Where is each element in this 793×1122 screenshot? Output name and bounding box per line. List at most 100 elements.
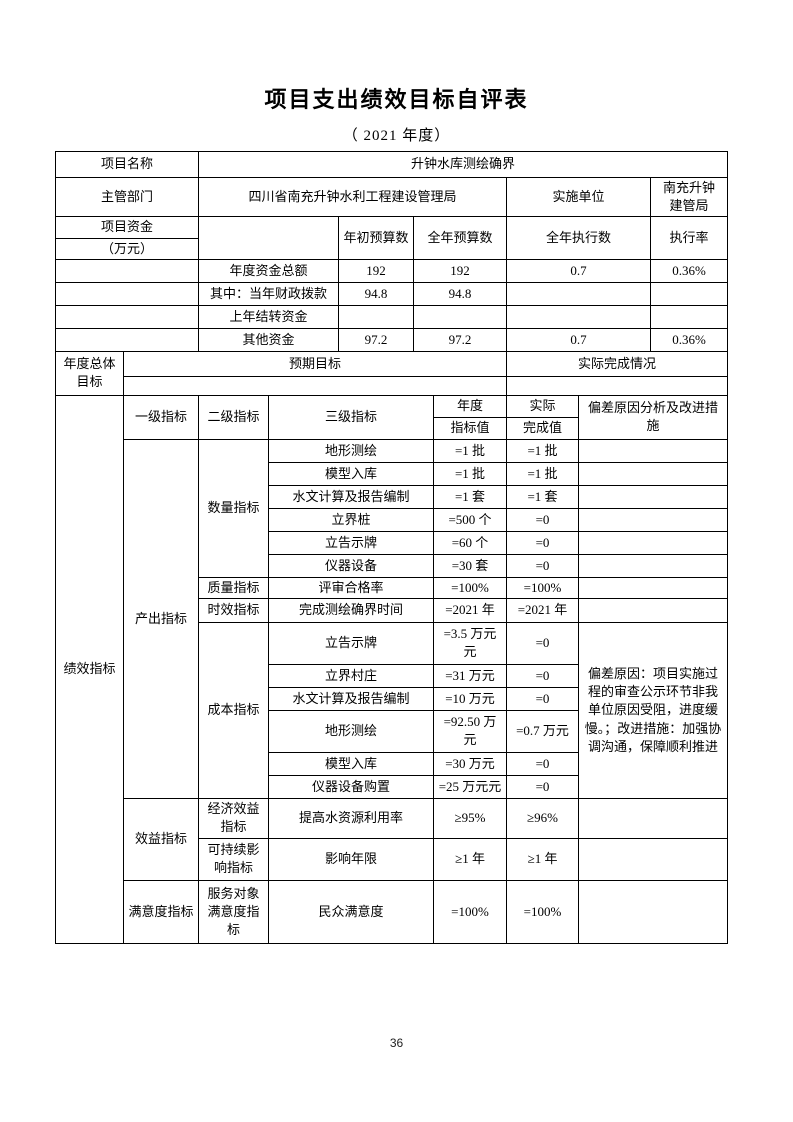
deviation-cell <box>578 507 729 532</box>
indicator-name: 地形测绘 <box>268 438 435 463</box>
indicator-name: 仪器设备购置 <box>268 774 435 799</box>
indicator-actual: =0 <box>506 621 580 665</box>
self-evaluation-table: 项目名称 升钟水库测绘确界 主管部门 四川省南充升钟水利工程建设管理局 实施单位… <box>54 151 729 944</box>
col-actual-header-line2: 完成值 <box>506 416 580 440</box>
page-subtitle: （ 2021 年度） <box>342 128 451 144</box>
indicator-actual: =0 <box>506 663 580 688</box>
col-actual-header-line1: 实际 <box>506 394 580 418</box>
indicator-target: ≥95% <box>433 797 508 839</box>
indicator-target: =1 套 <box>433 484 508 509</box>
page-number: 36 <box>389 1036 404 1050</box>
indicator-row: 产出指标 数量指标 地形测绘 =1 批 =1 批 <box>56 438 729 799</box>
page-title: 项目支出绩效目标自评表 <box>264 87 529 112</box>
col-target-header-line1: 年度 <box>433 394 508 418</box>
funding-executed: 0.7 <box>506 258 652 283</box>
indicator-target: =60 个 <box>433 530 508 555</box>
indicator-name: 立界桩 <box>268 507 435 532</box>
group-service-label: 服务对象满意度指标 <box>198 879 270 944</box>
funding-label-line2: （万元） <box>54 237 200 260</box>
funding-row-label: 年度资金总额 <box>198 258 340 283</box>
funding-executed <box>506 281 652 306</box>
deviation-cell <box>578 597 729 623</box>
indicator-row: 时效指标 完成测绘确界时间 =2021 年 =2021 年 <box>56 597 729 623</box>
indicator-row: 效益指标 经济效益指标 提高水资源利用率 ≥95% ≥96% <box>56 797 729 881</box>
indicator-actual: =100% <box>506 879 580 944</box>
indicator-actual: =0 <box>506 751 580 776</box>
indicator-row: 质量指标 评审合格率 =100% =100% <box>56 576 729 599</box>
indicator-row: 地形测绘 =92.50 万元 =0.7 万元 <box>56 709 728 753</box>
col-level2-header: 二级指标 <box>198 394 270 440</box>
indicator-target: =100% <box>433 576 508 599</box>
indicator-row: 仪器设备购置 =25 万元元 =0 <box>56 774 728 799</box>
group-benefit-label: 效益指标 <box>122 797 200 881</box>
col-target-header-line2: 指标值 <box>433 416 508 440</box>
col-level3-header: 三级指标 <box>268 394 435 440</box>
funding-annual: 94.8 <box>413 281 508 306</box>
indicator-target: =1 批 <box>433 461 508 486</box>
funding-rate: 0.36% <box>650 258 729 283</box>
deviation-cell <box>578 553 729 578</box>
funding-left-spacer <box>54 304 200 329</box>
group-economic-label: 经济效益指标 <box>198 797 270 839</box>
funding-col-annual-executed: 全年执行数 <box>506 216 652 260</box>
col-level1-header: 一级指标 <box>122 394 200 440</box>
indicator-name: 模型入库 <box>268 461 435 486</box>
deviation-cell <box>578 879 729 944</box>
row-funding-total: 年度资金总额 192 192 0.7 0.36% <box>54 258 729 283</box>
group-quantity-label: 数量指标 <box>198 438 270 578</box>
group-sustainable-label: 可持续影响指标 <box>198 837 270 881</box>
indicator-row: 模型入库 =30 万元 =0 <box>56 751 728 776</box>
indicator-row: 成本指标 立告示牌 =3.5 万元元 =0 偏差原因：项目实施过程的审查公示环节… <box>56 621 729 799</box>
indicator-actual: =100% <box>506 576 580 599</box>
deviation-cell <box>578 484 729 509</box>
indicator-row: 满意度指标 服务对象满意度指标 民众满意度 =100% =100% <box>56 879 729 944</box>
indicator-target: =3.5 万元元 <box>433 621 508 665</box>
indicator-actual: =0 <box>506 553 580 578</box>
funding-row-label: 其中：当年财政拨款 <box>198 281 340 306</box>
deviation-cell <box>578 438 729 463</box>
funding-initial: 97.2 <box>338 327 415 352</box>
indicator-target: =10 万元 <box>433 686 508 711</box>
indicator-row: 立界桩 =500 个 =0 <box>56 507 729 532</box>
funding-col-initial-budget: 年初预算数 <box>338 216 415 260</box>
group-cost-label: 成本指标 <box>198 621 270 799</box>
indicator-name: 立界村庄 <box>268 663 435 688</box>
indicator-name: 影响年限 <box>268 837 435 881</box>
funding-left-spacer <box>54 258 200 283</box>
funding-left-spacer <box>54 327 200 352</box>
indicator-target: ≥1 年 <box>433 837 508 881</box>
indicator-row: 模型入库 =1 批 =1 批 <box>56 461 729 486</box>
row-funding-other: 其他资金 97.2 97.2 0.7 0.36% <box>54 327 729 352</box>
group-timeliness-label: 时效指标 <box>198 597 270 623</box>
indicator-actual: =0 <box>506 507 580 532</box>
indicator-name: 立告示牌 <box>268 530 435 555</box>
funding-rate <box>650 281 729 306</box>
funding-executed: 0.7 <box>506 327 652 352</box>
implement-unit-value: 南充升钟 建管局 <box>650 176 729 218</box>
indicator-row: 立告示牌 =60 个 =0 <box>56 530 729 555</box>
indicator-name: 水文计算及报告编制 <box>268 686 435 711</box>
department-value: 四川省南充升钟水利工程建设管理局 <box>198 176 508 218</box>
row-funding-carryover: 上年结转资金 <box>54 304 729 329</box>
indicator-target: =100% <box>433 879 508 944</box>
funding-label-line1: 项目资金 <box>54 216 200 239</box>
indicator-actual: =0 <box>506 686 580 711</box>
group-satisfaction-label: 满意度指标 <box>122 879 200 944</box>
funding-row-label: 其他资金 <box>198 327 340 352</box>
overall-goal-label: 年度总体目标 <box>55 350 124 396</box>
funding-annual <box>413 304 508 329</box>
indicator-name: 民众满意度 <box>268 879 435 944</box>
overall-actual-content <box>506 375 729 396</box>
funding-executed <box>506 304 652 329</box>
indicator-target: =25 万元元 <box>433 774 508 799</box>
deviation-cell <box>578 461 729 486</box>
indicator-target: =1 批 <box>433 438 508 463</box>
row-department: 主管部门 四川省南充升钟水利工程建设管理局 实施单位 南充升钟 建管局 <box>54 176 729 218</box>
row-overall-goal-content <box>56 375 729 396</box>
indicator-target: =500 个 <box>433 507 508 532</box>
indicator-row: 水文计算及报告编制 =10 万元 =0 <box>56 686 728 711</box>
row-overall-goal-header: 年度总体目标 预期目标 实际完成情况 <box>55 350 729 396</box>
funding-row-label: 上年结转资金 <box>198 304 340 329</box>
row-funding-fiscal: 其中：当年财政拨款 94.8 94.8 <box>54 281 729 306</box>
